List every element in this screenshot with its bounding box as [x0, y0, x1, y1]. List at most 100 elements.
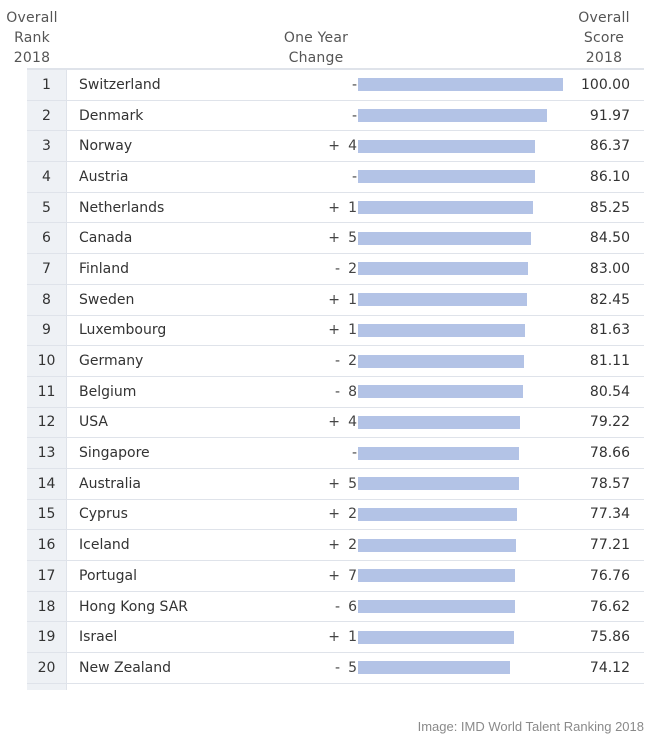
country-label: Belgium: [79, 383, 137, 400]
change-value: 4: [348, 414, 357, 431]
score-bar: [358, 630, 514, 644]
country-label: Germany: [79, 353, 144, 370]
country-label: Sweden: [79, 291, 135, 308]
score-bar: [358, 569, 516, 583]
score-bar: [358, 262, 529, 276]
table-row: 3 Norway +4 86.37: [27, 131, 644, 163]
table-row: 13 Singapore - 78.66: [27, 438, 644, 469]
change-label: +4: [295, 408, 357, 438]
rank-label: 15: [27, 499, 67, 530]
change-sign: +: [328, 138, 340, 155]
rank-label: 17: [27, 561, 67, 591]
country-label: New Zealand: [79, 659, 171, 676]
no-change-label: -: [351, 76, 357, 93]
change-sign: +: [328, 414, 340, 431]
no-change-label: -: [351, 107, 357, 124]
no-change-label: -: [351, 168, 357, 185]
score-bar: [358, 477, 520, 491]
score-bar: [358, 354, 525, 368]
rank-label: 12: [27, 407, 67, 438]
rank-label: 20: [27, 653, 67, 683]
score-label: 83.00: [589, 260, 630, 277]
table-row: 12 USA +4 79.22: [27, 407, 644, 439]
rank-label: 2: [27, 100, 67, 131]
change-label: +2: [295, 530, 357, 560]
score-label: 91.97: [589, 107, 630, 124]
table-row: 6 Canada +5 84.50: [27, 223, 644, 255]
rank-label: 4: [27, 162, 67, 192]
table-row: 15 Cyprus +2 77.34: [27, 499, 644, 531]
country-label: Switzerland: [79, 76, 161, 93]
change-label: -6: [295, 592, 357, 622]
rank-label: 16: [27, 530, 67, 560]
table-row: 16 Iceland +2 77.21: [27, 530, 644, 561]
change-label: -: [295, 438, 357, 468]
rank-label: 6: [27, 223, 67, 254]
change-value: 2: [348, 353, 357, 370]
table-row: 4 Austria - 86.10: [27, 162, 644, 193]
score-label: 78.57: [589, 475, 630, 492]
country-label: Austria: [79, 168, 129, 185]
rank-label: 3: [27, 131, 67, 162]
table-row: 1 Switzerland - 100.00: [27, 70, 644, 101]
table-tail: [27, 683, 644, 690]
ranking-table: 1 Switzerland - 100.00 2 Denmark - 91.97 3 Norway…: [27, 68, 644, 690]
change-label: +7: [295, 561, 357, 591]
change-value: 5: [348, 475, 357, 492]
change-sign: +: [328, 475, 340, 492]
no-change-label: -: [351, 445, 357, 462]
score-label: 78.66: [589, 445, 630, 462]
score-bar: [358, 507, 517, 521]
table-row: 20 New Zealand -5 74.12: [27, 653, 644, 684]
table-row: 18 Hong Kong SAR -6 76.62: [27, 591, 644, 623]
score-bar: [358, 139, 536, 153]
country-label: USA: [79, 414, 108, 431]
country-label: Portugal: [79, 567, 137, 584]
table-row: 5 Netherlands +1 85.25: [27, 192, 644, 224]
change-value: 1: [348, 629, 357, 646]
change-sign: -: [334, 353, 340, 370]
score-bar: [358, 661, 510, 675]
score-label: 85.25: [589, 199, 630, 216]
country-label: Denmark: [79, 107, 144, 124]
score-bar: [358, 446, 520, 460]
country-label: Australia: [79, 475, 141, 492]
rank-label: 1: [27, 70, 67, 100]
score-bar: [358, 538, 517, 552]
rank-label: 7: [27, 254, 67, 284]
country-label: Luxembourg: [79, 322, 167, 339]
score-bar: [358, 78, 563, 92]
score-label: 77.34: [589, 506, 630, 523]
change-value: 2: [348, 537, 357, 554]
rank-label: 13: [27, 438, 67, 468]
change-sign: +: [328, 322, 340, 339]
change-value: 2: [348, 260, 357, 277]
rank-label: 14: [27, 468, 67, 499]
change-sign: -: [334, 260, 340, 277]
score-label: 82.45: [589, 291, 630, 308]
change-label: -: [295, 162, 357, 192]
score-label: 86.10: [589, 168, 630, 185]
change-sign: -: [334, 598, 340, 615]
change-label: +2: [295, 500, 357, 530]
change-value: 8: [348, 383, 357, 400]
score-label: 86.37: [589, 138, 630, 155]
country-label: Singapore: [79, 445, 150, 462]
change-label: -5: [295, 653, 357, 683]
rank-label: 10: [27, 346, 67, 376]
change-value: 2: [348, 506, 357, 523]
change-sign: +: [328, 291, 340, 308]
change-label: +5: [295, 223, 357, 253]
table-row: 2 Denmark - 91.97: [27, 100, 644, 132]
change-value: 5: [348, 659, 357, 676]
image-credit: Image: IMD World Talent Ranking 2018: [417, 719, 644, 734]
score-bar: [358, 231, 532, 245]
score-bar: [358, 385, 524, 399]
change-label: -2: [295, 346, 357, 376]
country-label: Netherlands: [79, 199, 165, 216]
score-label: 76.76: [589, 567, 630, 584]
change-value: 1: [348, 322, 357, 339]
table-row: 17 Portugal +7 76.76: [27, 561, 644, 592]
table-row: 7 Finland -2 83.00: [27, 254, 644, 285]
change-label: +1: [295, 193, 357, 223]
